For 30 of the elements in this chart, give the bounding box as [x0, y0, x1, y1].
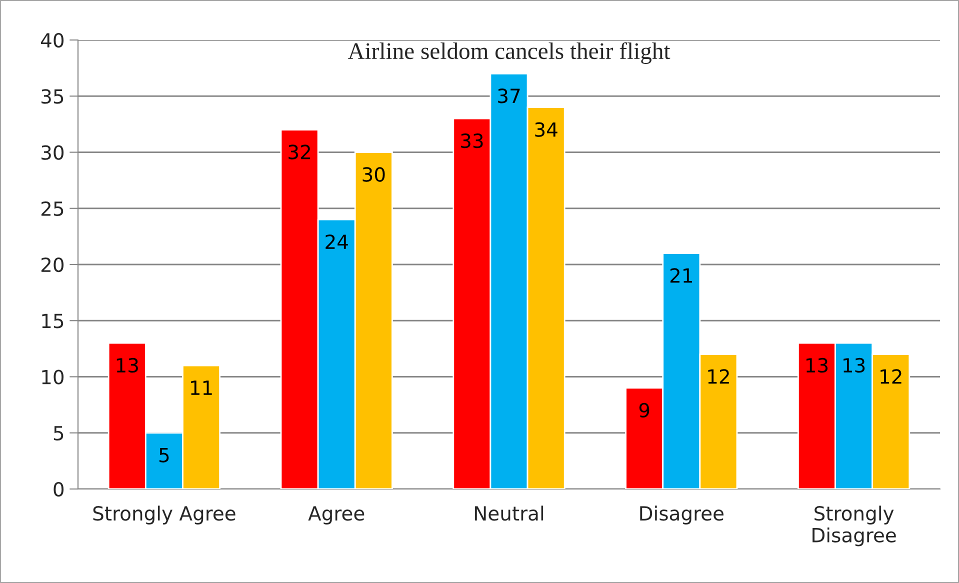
data-label: 30: [362, 167, 385, 182]
data-label: 13: [116, 358, 138, 373]
data-label: 5: [160, 448, 169, 462]
data-label: 34: [535, 122, 558, 137]
x-tick-label: Agree: [308, 506, 364, 524]
y-tick-label: 15: [42, 314, 64, 328]
y-tick-label: 0: [54, 482, 64, 497]
y-tick-label: 35: [42, 89, 64, 104]
y-tick-label: 10: [42, 370, 64, 384]
x-tick-label: Strongly Agree: [93, 506, 236, 524]
data-label: 33: [461, 133, 483, 148]
y-tick-label: 25: [41, 201, 64, 216]
x-tick-label: Neutral: [475, 506, 544, 521]
y-tick-label: 20: [41, 257, 64, 272]
data-label: 13: [806, 358, 828, 373]
y-tick-label: 5: [54, 426, 64, 441]
data-label: 24: [326, 234, 348, 249]
x-tick-label: Strongly Disagree: [812, 506, 896, 546]
data-label: 13: [844, 358, 865, 373]
y-tick-label: 40: [41, 32, 64, 48]
data-label: 32: [288, 144, 310, 160]
data-label: 11: [191, 380, 212, 395]
y-tick-label: 30: [42, 145, 64, 160]
data-label: 21: [670, 268, 692, 283]
data-label: 12: [708, 369, 729, 384]
data-label: 9: [639, 402, 650, 418]
data-label: 37: [498, 88, 520, 104]
data-label: 12: [880, 369, 902, 384]
chart-title: Airline seldom cancels their flight: [348, 42, 670, 64]
x-tick-label: Disagree: [640, 506, 724, 524]
